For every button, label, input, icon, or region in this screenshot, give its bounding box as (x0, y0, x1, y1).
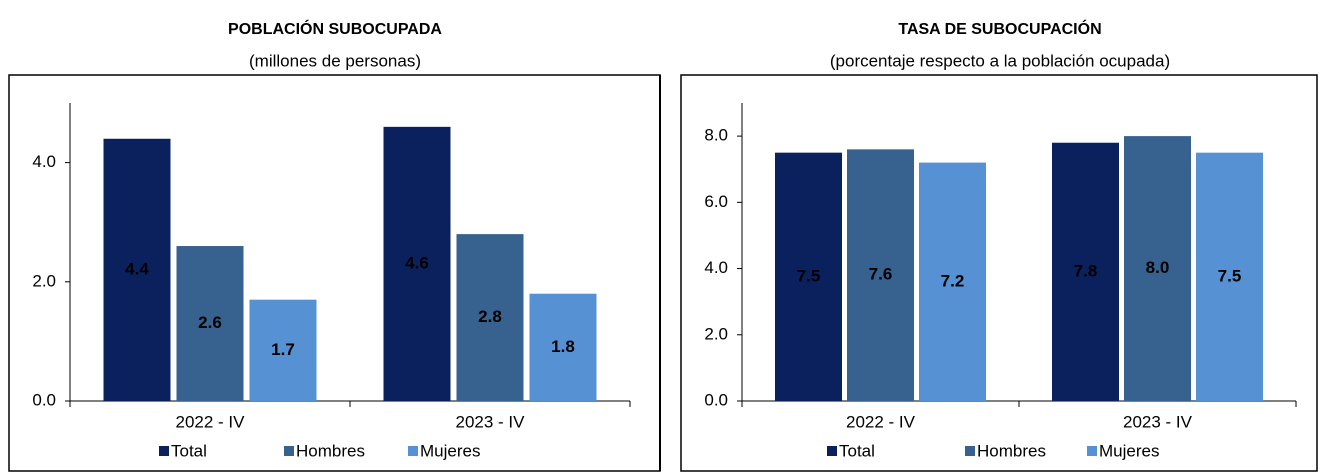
y-tick-label: 0.0 (32, 390, 56, 409)
x-tick-label: 2022 - IV (176, 412, 246, 431)
value-label: 2.8 (478, 307, 502, 326)
chart-frame (680, 74, 1318, 472)
bar (529, 293, 597, 401)
legend-swatch (159, 446, 169, 456)
y-tick-label: 8.0 (704, 126, 728, 145)
y-tick-label: 4.0 (32, 152, 56, 171)
value-label: 7.6 (869, 265, 893, 284)
y-tick-label: 2.0 (32, 271, 56, 290)
legend-label: Total (839, 441, 875, 460)
bar (919, 162, 986, 401)
bar (775, 152, 842, 401)
bar (249, 299, 317, 401)
chart-subtitle: (millones de personas) (249, 51, 421, 70)
x-tick-label: 2023 - IV (456, 412, 526, 431)
legend-swatch (1087, 446, 1097, 456)
chart-title: POBLACIÓN SUBOCUPADA (228, 19, 442, 38)
legend-swatch (284, 446, 294, 456)
value-label: 8.0 (1146, 258, 1170, 277)
legend-label: Mujeres (420, 441, 480, 460)
bar (383, 126, 451, 401)
bar (847, 149, 914, 401)
value-label: 2.6 (198, 313, 222, 332)
legend-swatch (965, 446, 975, 456)
x-tick-label: 2023 - IV (1123, 412, 1193, 431)
value-label: 7.8 (1074, 261, 1098, 280)
legend-label: Total (171, 441, 207, 460)
legend-swatch (827, 446, 837, 456)
x-tick-label: 2022 - IV (846, 412, 916, 431)
y-tick-label: 6.0 (704, 192, 728, 211)
y-tick-label: 4.0 (704, 258, 728, 277)
value-label: 7.2 (941, 271, 965, 290)
bar (456, 234, 524, 401)
chart-subtitle: (porcentaje respecto a la población ocup… (830, 51, 1170, 70)
bar (1052, 142, 1119, 401)
legend-swatch (408, 446, 418, 456)
legend-label: Hombres (977, 441, 1046, 460)
value-label: 7.5 (797, 266, 821, 285)
bar (1124, 136, 1191, 401)
value-label: 4.4 (125, 259, 149, 278)
legend-label: Hombres (296, 441, 365, 460)
bar (1196, 152, 1263, 401)
bar (103, 138, 171, 401)
value-label: 1.7 (271, 340, 295, 359)
value-label: 4.6 (405, 253, 429, 272)
bar (176, 246, 244, 401)
chart-title: TASA DE SUBOCUPACIÓN (898, 19, 1101, 38)
value-label: 1.8 (551, 337, 575, 356)
value-label: 7.5 (1218, 266, 1242, 285)
legend-label: Mujeres (1099, 441, 1159, 460)
y-tick-label: 0.0 (704, 390, 728, 409)
y-tick-label: 2.0 (704, 324, 728, 343)
